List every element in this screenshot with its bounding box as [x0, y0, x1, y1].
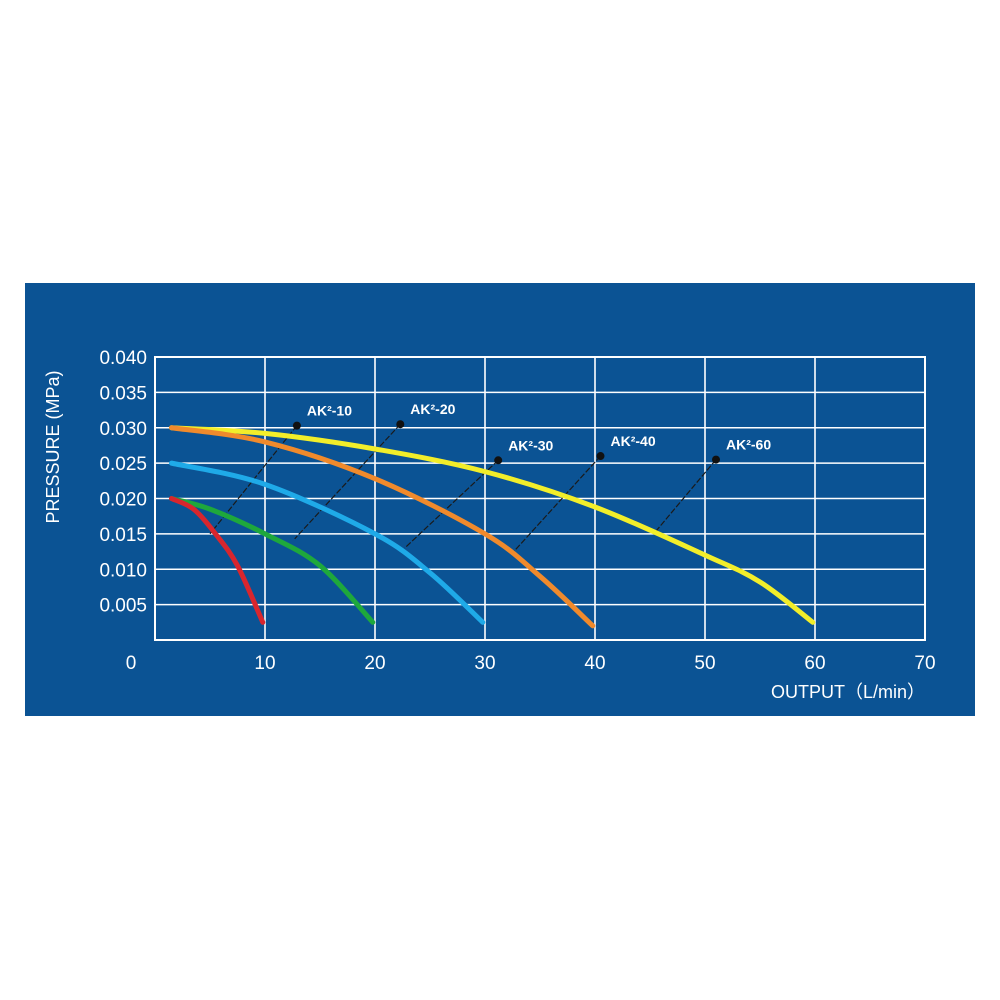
series-curve: [169, 496, 266, 625]
y-tick-label: 0.030: [99, 419, 147, 440]
grid: [154, 356, 926, 641]
series-label: AK²-40: [611, 433, 656, 449]
leader-dot: [292, 421, 301, 430]
x-tick-label: 10: [254, 653, 275, 674]
x-axis-title: OUTPUT（L/min）: [771, 682, 925, 702]
series-curve: [169, 425, 816, 625]
leader-dot: [494, 456, 503, 465]
y-tick-label: 0.025: [99, 454, 147, 475]
x-tick-label: 0: [126, 653, 137, 674]
x-tick-label: 30: [474, 653, 495, 674]
x-tick-label: 60: [804, 653, 825, 674]
leader-dot: [596, 452, 605, 461]
series-label: AK²-10: [307, 403, 352, 419]
y-axis-ticks: 0.040 0.035 0.030 0.025 0.020 0.015 0.010 0.005: [99, 348, 147, 617]
leader-line: [656, 459, 717, 531]
chart-background: [25, 283, 975, 716]
curve-labels: AK²-10 AK²-20 AK²-30 AK²-40 AK²-60: [292, 401, 771, 465]
series-curve: [169, 460, 486, 625]
y-axis-title: PRESSURE (MPa): [43, 370, 63, 523]
y-tick-label: 0.005: [99, 596, 147, 617]
curves: [169, 425, 816, 629]
series-label: AK²-20: [410, 401, 455, 417]
x-tick-label: 20: [364, 653, 385, 674]
y-tick-label: 0.035: [99, 383, 147, 404]
leader-line: [404, 459, 499, 549]
y-tick-label: 0.040: [99, 348, 147, 369]
x-tick-label: 70: [914, 653, 935, 674]
leader-dot: [396, 420, 405, 429]
y-tick-label: 0.010: [99, 560, 147, 581]
y-tick-label: 0.020: [99, 490, 147, 511]
leader-line: [294, 423, 401, 540]
series-curve: [169, 496, 376, 625]
x-axis-ticks: 0 10 20 30 40 50 60 70: [126, 653, 936, 674]
x-tick-label: 40: [584, 653, 605, 674]
leader-line: [512, 455, 601, 554]
series-curve: [169, 425, 596, 629]
x-tick-label: 50: [694, 653, 715, 674]
y-tick-label: 0.015: [99, 525, 147, 546]
leader-dot: [712, 455, 720, 464]
series-label: AK²-60: [726, 437, 771, 453]
series-label: AK²-30: [508, 437, 553, 453]
